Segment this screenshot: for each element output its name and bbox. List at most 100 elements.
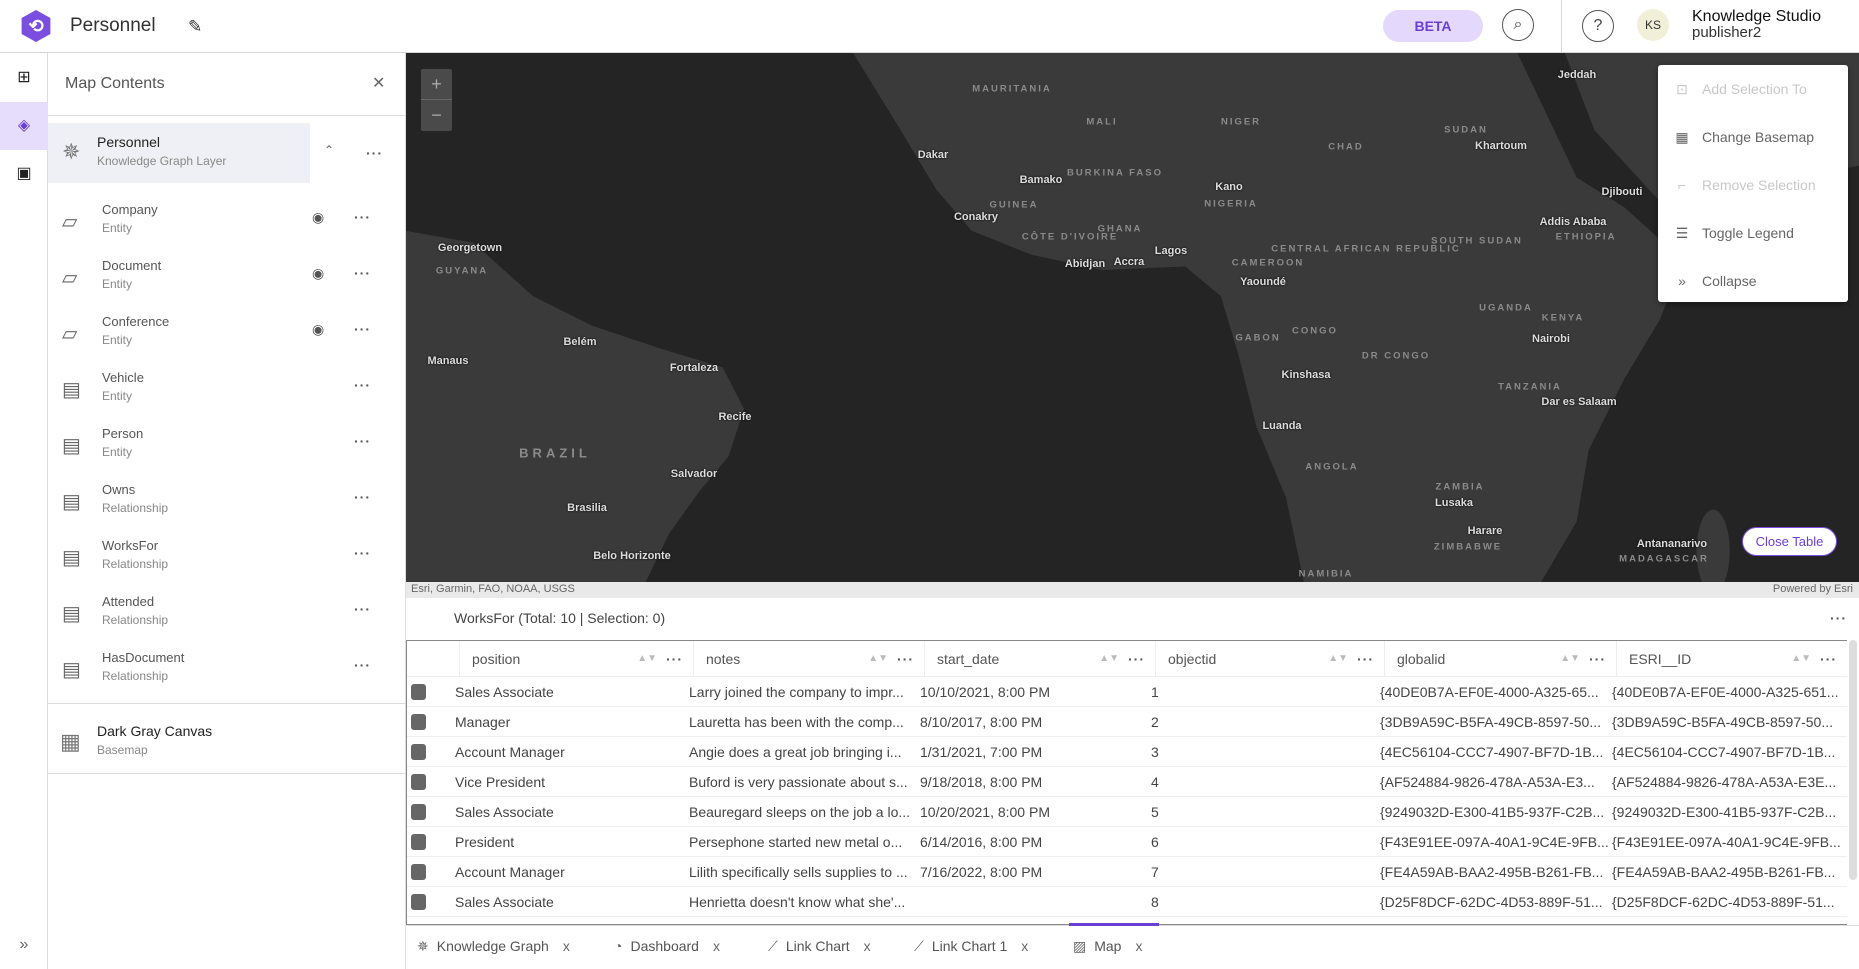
tab-knowledge-graph[interactable]: ✵ Knowledge Graph x bbox=[417, 938, 570, 955]
layer-item-worksfor[interactable]: ▤ WorksFor Relationship ··· bbox=[48, 531, 406, 587]
table-row[interactable]: Account Manager Angie does a great job br… bbox=[407, 737, 1847, 767]
city-label: Antananarivo bbox=[1636, 538, 1708, 550]
layer-more-icon[interactable]: ··· bbox=[354, 433, 371, 449]
layer-more-icon[interactable]: ··· bbox=[354, 321, 371, 337]
hierarchy-icon[interactable]: ⊞ bbox=[17, 69, 31, 86]
tab-close-icon[interactable]: x bbox=[1021, 938, 1029, 954]
table-row[interactable]: Account Manager Lilith specifically sells… bbox=[407, 857, 1847, 887]
eye-icon[interactable]: ◉ bbox=[312, 209, 325, 225]
row-checkbox[interactable] bbox=[411, 774, 426, 790]
row-checkbox[interactable] bbox=[411, 834, 426, 850]
layer-item-hasdocument[interactable]: ▤ HasDocument Relationship ··· bbox=[48, 643, 406, 699]
country-label: CAMEROON bbox=[1231, 257, 1305, 269]
eye-icon[interactable]: ◉ bbox=[312, 265, 325, 281]
layer-item-document[interactable]: ▱ Document Entity ◉ ··· bbox=[48, 251, 406, 307]
beta-badge[interactable]: BETA bbox=[1383, 10, 1483, 42]
column-menu-icon[interactable]: ··· bbox=[897, 651, 914, 667]
menu-item-change-basemap[interactable]: ▦ Change Basemap bbox=[1658, 113, 1848, 161]
row-checkbox[interactable] bbox=[411, 714, 426, 730]
menu-item-toggle-legend[interactable]: ☰ Toggle Legend bbox=[1658, 209, 1848, 257]
layer-item-person[interactable]: ▤ Person Entity ··· bbox=[48, 419, 406, 475]
layer-item-conference[interactable]: ▱ Conference Entity ◉ ··· bbox=[48, 307, 406, 363]
table-scrollbar[interactable] bbox=[1849, 640, 1857, 880]
group-name: Personnel bbox=[97, 134, 161, 150]
layer-more-icon[interactable]: ··· bbox=[354, 209, 371, 225]
map-view[interactable]: Dakar Bamako Conakry Abidjan Accra Lagos Kano Y… bbox=[406, 53, 1859, 582]
table-row[interactable]: Manager Lauretta has been with the comp..… bbox=[407, 707, 1847, 737]
column-menu-icon[interactable]: ··· bbox=[1589, 651, 1606, 667]
layer-more-icon[interactable]: ··· bbox=[354, 265, 371, 281]
sort-icon[interactable]: ▲▼ bbox=[1791, 653, 1811, 664]
sort-icon[interactable]: ▲▼ bbox=[868, 653, 888, 664]
app-logo[interactable]: ⟲ bbox=[21, 10, 51, 42]
zoom-out-button[interactable]: − bbox=[431, 105, 442, 125]
sort-icon[interactable]: ▲▼ bbox=[637, 653, 657, 664]
layer-item-owns[interactable]: ▤ Owns Relationship ··· bbox=[48, 475, 406, 531]
column-menu-icon[interactable]: ··· bbox=[1357, 651, 1374, 667]
row-checkbox[interactable] bbox=[411, 684, 426, 700]
table-more-icon[interactable]: ··· bbox=[1830, 610, 1847, 626]
column-menu-icon[interactable]: ··· bbox=[1820, 651, 1837, 667]
table-icon: ▤ bbox=[62, 659, 81, 681]
collapse-chevron-icon[interactable]: ⌃ bbox=[324, 143, 335, 157]
column-menu-icon[interactable]: ··· bbox=[1128, 651, 1145, 667]
menu-item-collapse[interactable]: » Collapse bbox=[1658, 257, 1848, 305]
country-label: ZIMBABWE bbox=[1433, 541, 1503, 553]
tab-close-icon[interactable]: x bbox=[863, 938, 871, 954]
column-menu-icon[interactable]: ··· bbox=[666, 651, 683, 667]
layer-group-personnel[interactable]: ✵ Personnel Knowledge Graph Layer bbox=[48, 123, 310, 183]
column-header-position[interactable]: position ▲▼ ··· bbox=[460, 641, 694, 677]
layer-item-vehicle[interactable]: ▤ Vehicle Entity ··· bbox=[48, 363, 406, 419]
basemap-item[interactable]: ▦ Dark Gray Canvas Basemap bbox=[48, 713, 406, 773]
row-checkbox[interactable] bbox=[411, 894, 426, 910]
layer-more-icon[interactable]: ··· bbox=[354, 545, 371, 561]
column-header-esri__id[interactable]: ESRI__ID ▲▼ ··· bbox=[1617, 641, 1847, 677]
layer-item-company[interactable]: ▱ Company Entity ◉ ··· bbox=[48, 195, 406, 251]
row-checkbox[interactable] bbox=[411, 864, 426, 880]
layer-more-icon[interactable]: ··· bbox=[354, 489, 371, 505]
row-checkbox[interactable] bbox=[411, 804, 426, 820]
help-icon[interactable]: ? bbox=[1582, 10, 1614, 42]
eye-icon[interactable]: ◉ bbox=[312, 321, 325, 337]
column-header-objectid[interactable]: objectid ▲▼ ··· bbox=[1156, 641, 1385, 677]
sort-icon[interactable]: ▲▼ bbox=[1099, 653, 1119, 664]
close-icon[interactable]: ✕ bbox=[372, 75, 386, 92]
table-row[interactable]: Sales Associate Henrietta doesn't know wh… bbox=[407, 887, 1847, 917]
sort-icon[interactable]: ▲▼ bbox=[1560, 653, 1580, 664]
save-icon[interactable]: ▣ bbox=[16, 165, 32, 182]
close-table-button[interactable]: Close Table bbox=[1742, 527, 1837, 556]
row-checkbox[interactable] bbox=[411, 744, 426, 760]
tab-link-chart-1[interactable]: ⟋ Link Chart 1 x bbox=[914, 938, 1028, 955]
avatar[interactable]: KS bbox=[1637, 9, 1669, 41]
layer-more-icon[interactable]: ··· bbox=[354, 601, 371, 617]
expand-icon[interactable]: » bbox=[19, 936, 29, 953]
column-header-start_date[interactable]: start_date ▲▼ ··· bbox=[925, 641, 1156, 677]
column-header-notes[interactable]: notes ▲▼ ··· bbox=[694, 641, 925, 677]
layer-item-attended[interactable]: ▤ Attended Relationship ··· bbox=[48, 587, 406, 643]
table-cell: 9/18/2018, 8:00 PM bbox=[920, 774, 1043, 790]
zoom-in-button[interactable]: + bbox=[421, 69, 452, 100]
tab-close-icon[interactable]: x bbox=[712, 938, 720, 954]
layer-more-icon[interactable]: ··· bbox=[354, 377, 371, 393]
powered-by[interactable]: Powered by Esri bbox=[1772, 583, 1853, 595]
layers-icon[interactable]: ◈ bbox=[0, 102, 48, 150]
menu-item-remove-selection[interactable]: ⌐ Remove Selection bbox=[1658, 161, 1848, 209]
table-row[interactable]: Vice President Buford is very passionate … bbox=[407, 767, 1847, 797]
layer-more-icon[interactable]: ··· bbox=[354, 657, 371, 673]
table-cell: 10/20/2021, 8:00 PM bbox=[920, 804, 1050, 820]
edit-title-pencil-icon[interactable]: ✎ bbox=[188, 17, 203, 36]
column-header-globalid[interactable]: globalid ▲▼ ··· bbox=[1385, 641, 1617, 677]
menu-item-add-selection-to[interactable]: ⊡ Add Selection To bbox=[1658, 65, 1848, 113]
group-more-icon[interactable]: ··· bbox=[366, 145, 383, 161]
tab-map[interactable]: ▨ Map x bbox=[1073, 938, 1142, 955]
table-row[interactable]: Sales Associate Beauregard sleeps on the … bbox=[407, 797, 1847, 827]
table-row[interactable]: Sales Associate Larry joined the company … bbox=[407, 677, 1847, 707]
tab-close-icon[interactable]: x bbox=[562, 938, 570, 954]
search-icon[interactable]: ⌕ bbox=[1502, 9, 1534, 41]
table-row[interactable]: President Persephone started new metal o.… bbox=[407, 827, 1847, 857]
sort-icon[interactable]: ▲▼ bbox=[1328, 653, 1348, 664]
tab-link-chart[interactable]: ⟋ Link Chart x bbox=[768, 938, 871, 955]
tab-dashboard[interactable]: ◔ Dashboard x bbox=[614, 938, 720, 954]
tab-close-icon[interactable]: x bbox=[1135, 938, 1143, 954]
table-cell: Vice President bbox=[455, 774, 546, 790]
